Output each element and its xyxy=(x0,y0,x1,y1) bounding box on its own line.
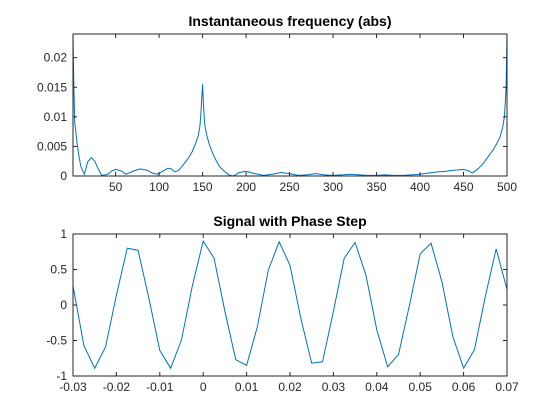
x-tick-label: -0.01 xyxy=(146,380,174,394)
x-tick-label: -0.03 xyxy=(59,380,87,394)
x-tick-label: 0.06 xyxy=(452,380,476,394)
y-tick-label: 0.005 xyxy=(37,139,67,153)
y-tick-label: 0.01 xyxy=(44,110,68,124)
axes: -0.03 -0.02 -0.01 0 0.01 0.02 0.03 0.04 0.05 0.06… xyxy=(46,227,519,394)
y-tick-label: 1 xyxy=(60,227,67,241)
axes: 50 100 150 200 250 300 350 400 450 500 0 0.005 0.01 0… xyxy=(37,33,517,194)
y-tick-label: 0 xyxy=(60,298,67,312)
y-tick-label: -1 xyxy=(56,369,67,383)
series-line-0 xyxy=(73,34,507,176)
x-tick-label: 300 xyxy=(323,180,343,194)
y-tick-label: 0.02 xyxy=(44,51,68,65)
x-tick-label: 50 xyxy=(109,180,123,194)
instantaneous-frequency-chart: Instantaneous frequency (abs) 50 100 150 20… xyxy=(37,13,517,194)
y-tick-label: 0.5 xyxy=(50,263,67,277)
chart-title: Signal with Phase Step xyxy=(213,213,366,229)
x-tick-label: 0 xyxy=(200,380,207,394)
chart-title: Instantaneous frequency (abs) xyxy=(188,13,391,29)
y-tick-label: -0.5 xyxy=(46,334,67,348)
signal-phase-step-chart: Signal with Phase Step -0.03 -0.02 -0.01 0 0… xyxy=(46,213,519,394)
x-tick-label: 0.02 xyxy=(278,380,302,394)
plot-area xyxy=(73,34,507,176)
y-tick-label: 0.015 xyxy=(37,80,67,94)
x-tick-label: 0.04 xyxy=(365,380,389,394)
x-tick-label: 350 xyxy=(367,180,387,194)
plot-area xyxy=(73,239,507,370)
x-tick-label: 0.07 xyxy=(495,380,519,394)
x-tick-label: 0.03 xyxy=(322,380,346,394)
x-tick-label: 0.05 xyxy=(409,380,433,394)
y-tick-label: 0 xyxy=(60,169,67,183)
x-tick-label: 500 xyxy=(497,180,517,194)
x-tick-label: 100 xyxy=(149,180,169,194)
x-tick-label: 450 xyxy=(453,180,473,194)
series-line-0 xyxy=(73,239,507,370)
x-tick-label: -0.02 xyxy=(103,380,131,394)
x-tick-label: 0.01 xyxy=(235,380,259,394)
x-tick-label: 400 xyxy=(410,180,430,194)
x-tick-label: 200 xyxy=(236,180,256,194)
x-tick-label: 250 xyxy=(280,180,300,194)
x-tick-label: 150 xyxy=(193,180,213,194)
